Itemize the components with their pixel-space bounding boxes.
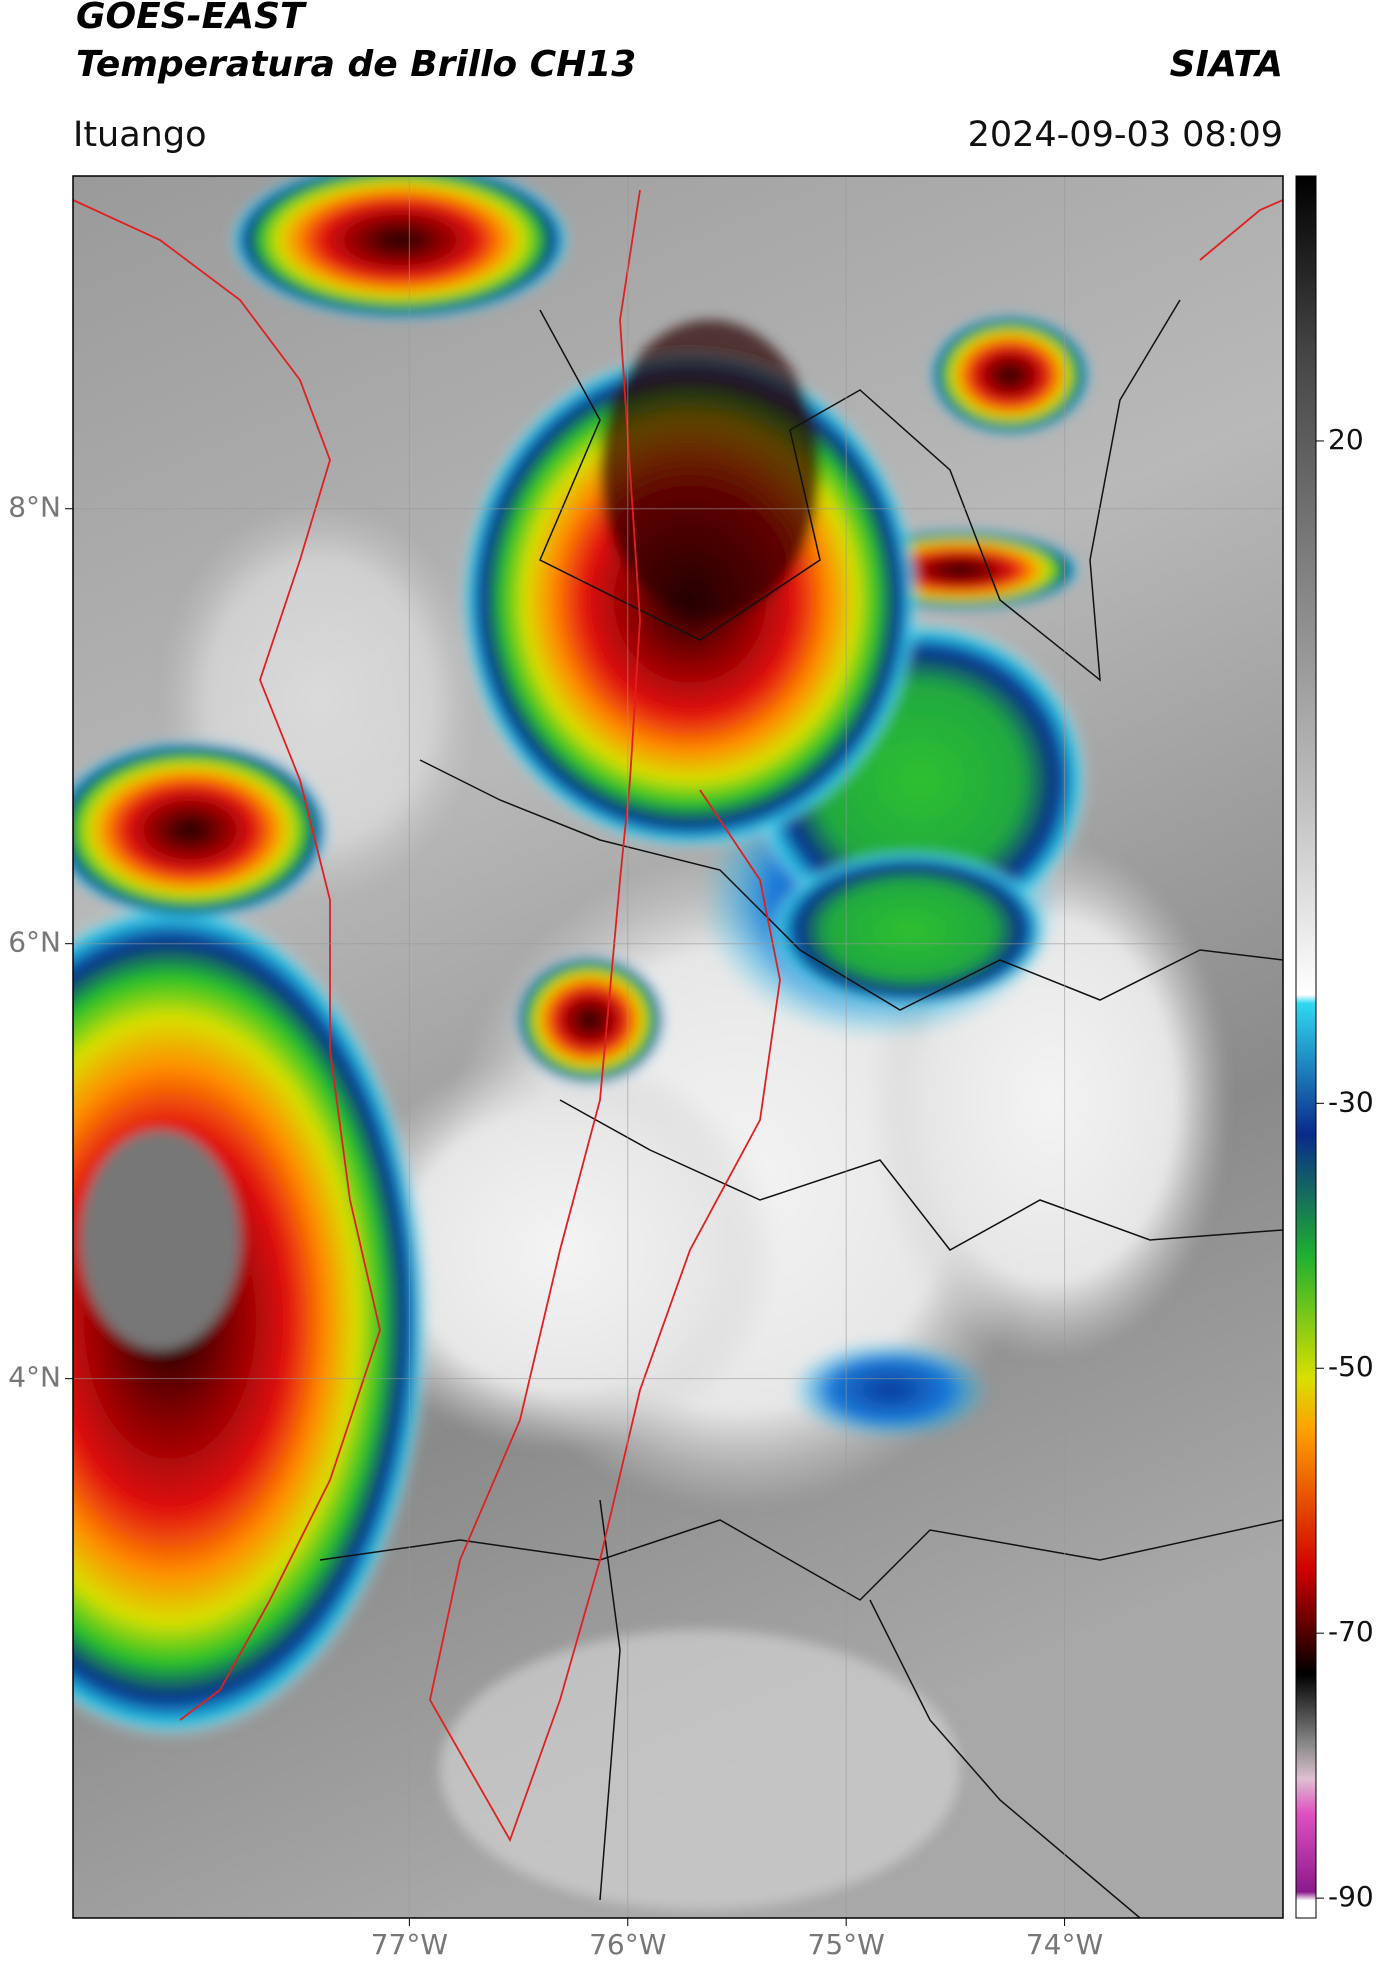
map-frame [72, 175, 1284, 1919]
subtitle: Temperatura de Brillo CH13 [76, 44, 636, 85]
brand: SIATA [1170, 44, 1283, 85]
x-tick-label: 77°W [371, 1928, 448, 1961]
x-tick-label: 74°W [1026, 1928, 1103, 1961]
y-tick-label: 6°N [8, 926, 61, 959]
colorbar-tick-label: -50 [1328, 1350, 1374, 1383]
colorbar-tick-label: -70 [1328, 1615, 1374, 1648]
colorbar-tick-label: -90 [1328, 1880, 1374, 1913]
x-tick-label: 75°W [808, 1928, 885, 1961]
satellite-image [73, 176, 1283, 1918]
location: Ituango [73, 115, 207, 155]
y-tick-label: 4°N [8, 1361, 61, 1394]
title: GOES-EAST [76, 0, 307, 37]
y-tick-label: 8°N [8, 491, 61, 524]
colorbar-tick-label: 20 [1328, 423, 1364, 456]
x-tick-label: 76°W [589, 1928, 666, 1961]
colorbar [1295, 175, 1317, 1919]
colorbar-tick-label: -30 [1328, 1085, 1374, 1118]
datetime: 2024-09-03 08:09 [968, 115, 1283, 155]
